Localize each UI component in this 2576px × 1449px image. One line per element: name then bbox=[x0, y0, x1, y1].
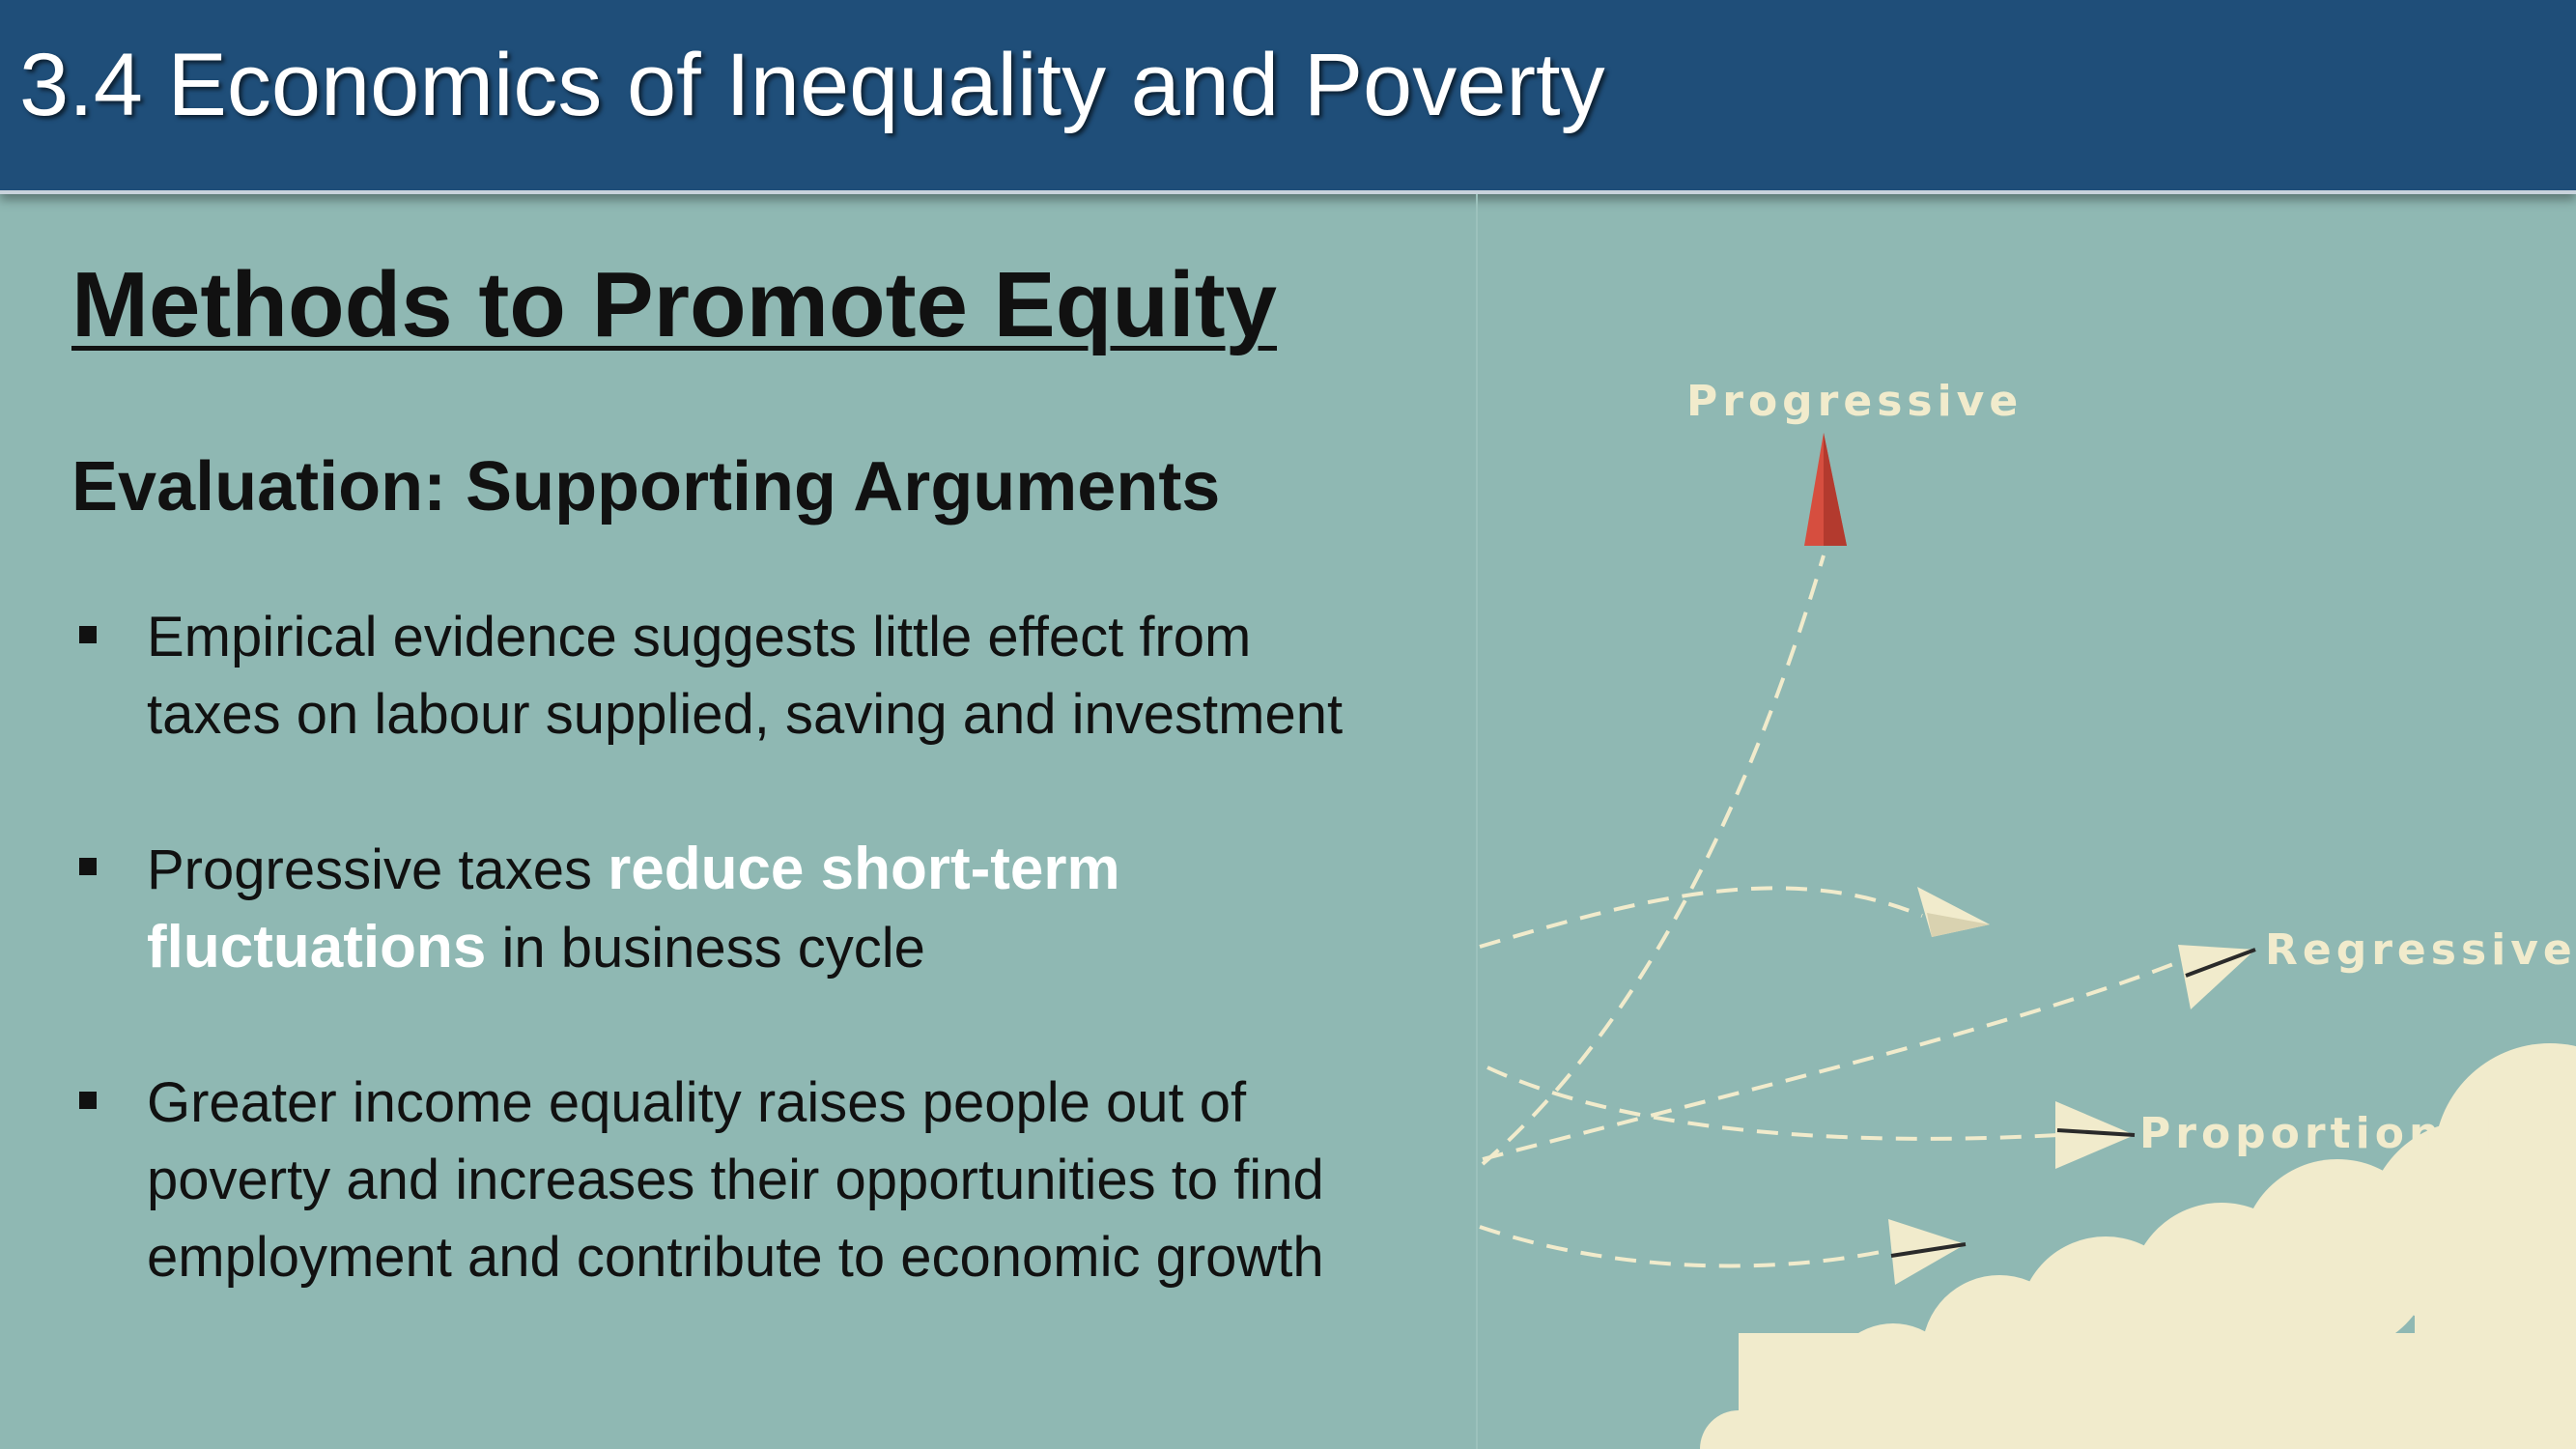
slide-heading: Methods to Promote Equity bbox=[71, 253, 1277, 356]
slide-section-title: 3.4 Economics of Inequality and Poverty bbox=[19, 36, 1605, 134]
bullet-2-highlight-1: reduce short-term bbox=[608, 836, 1120, 902]
regressive-label: Regressive bbox=[2265, 925, 2576, 975]
square-bullet-icon bbox=[79, 626, 97, 643]
cloud-illustration bbox=[1700, 1043, 2576, 1449]
proportional-label: Proportional bbox=[2139, 1109, 2497, 1158]
bullet-2-prefix: Progressive taxes bbox=[147, 838, 609, 901]
bullet-1-line-2: taxes on labour supplied, saving and inv… bbox=[147, 683, 1344, 746]
bullet-3-line-3: employment and contribute to economic gr… bbox=[147, 1226, 1324, 1289]
slide-subheading: Evaluation: Supporting Arguments bbox=[71, 448, 1221, 526]
bullet-2-suffix: in business cycle bbox=[486, 917, 925, 980]
bullet-item-3: Greater income equality raises people ou… bbox=[71, 1065, 1443, 1296]
bullet-1-line-1: Empirical evidence suggests little effec… bbox=[147, 606, 1252, 668]
red-paper-plane-icon bbox=[1804, 433, 1847, 546]
flight-paths bbox=[1479, 554, 2194, 1268]
square-bullet-icon bbox=[79, 1092, 97, 1109]
square-bullet-icon bbox=[79, 858, 97, 875]
cream-paper-plane-icon bbox=[1917, 887, 1990, 937]
bullet-2-highlight-2: fluctuations bbox=[147, 914, 487, 980]
bullet-item-2: Progressive taxes reduce short-term fluc… bbox=[71, 831, 1443, 987]
bullet-item-1: Empirical evidence suggests little effec… bbox=[71, 599, 1443, 753]
low-paper-plane-icon bbox=[1888, 1219, 1967, 1285]
bullet-list: Empirical evidence suggests little effec… bbox=[71, 599, 1443, 1374]
regressive-paper-plane-icon bbox=[2178, 945, 2256, 1009]
progressive-label: Progressive bbox=[1686, 377, 2023, 426]
bullet-3-line-2: poverty and increases their opportunitie… bbox=[147, 1149, 1324, 1211]
title-bar: 3.4 Economics of Inequality and Poverty bbox=[0, 0, 2576, 194]
bullet-3-line-1: Greater income equality raises people ou… bbox=[147, 1071, 1247, 1134]
proportional-paper-plane-icon bbox=[2055, 1101, 2136, 1169]
illustration-panel bbox=[1476, 194, 2576, 1449]
